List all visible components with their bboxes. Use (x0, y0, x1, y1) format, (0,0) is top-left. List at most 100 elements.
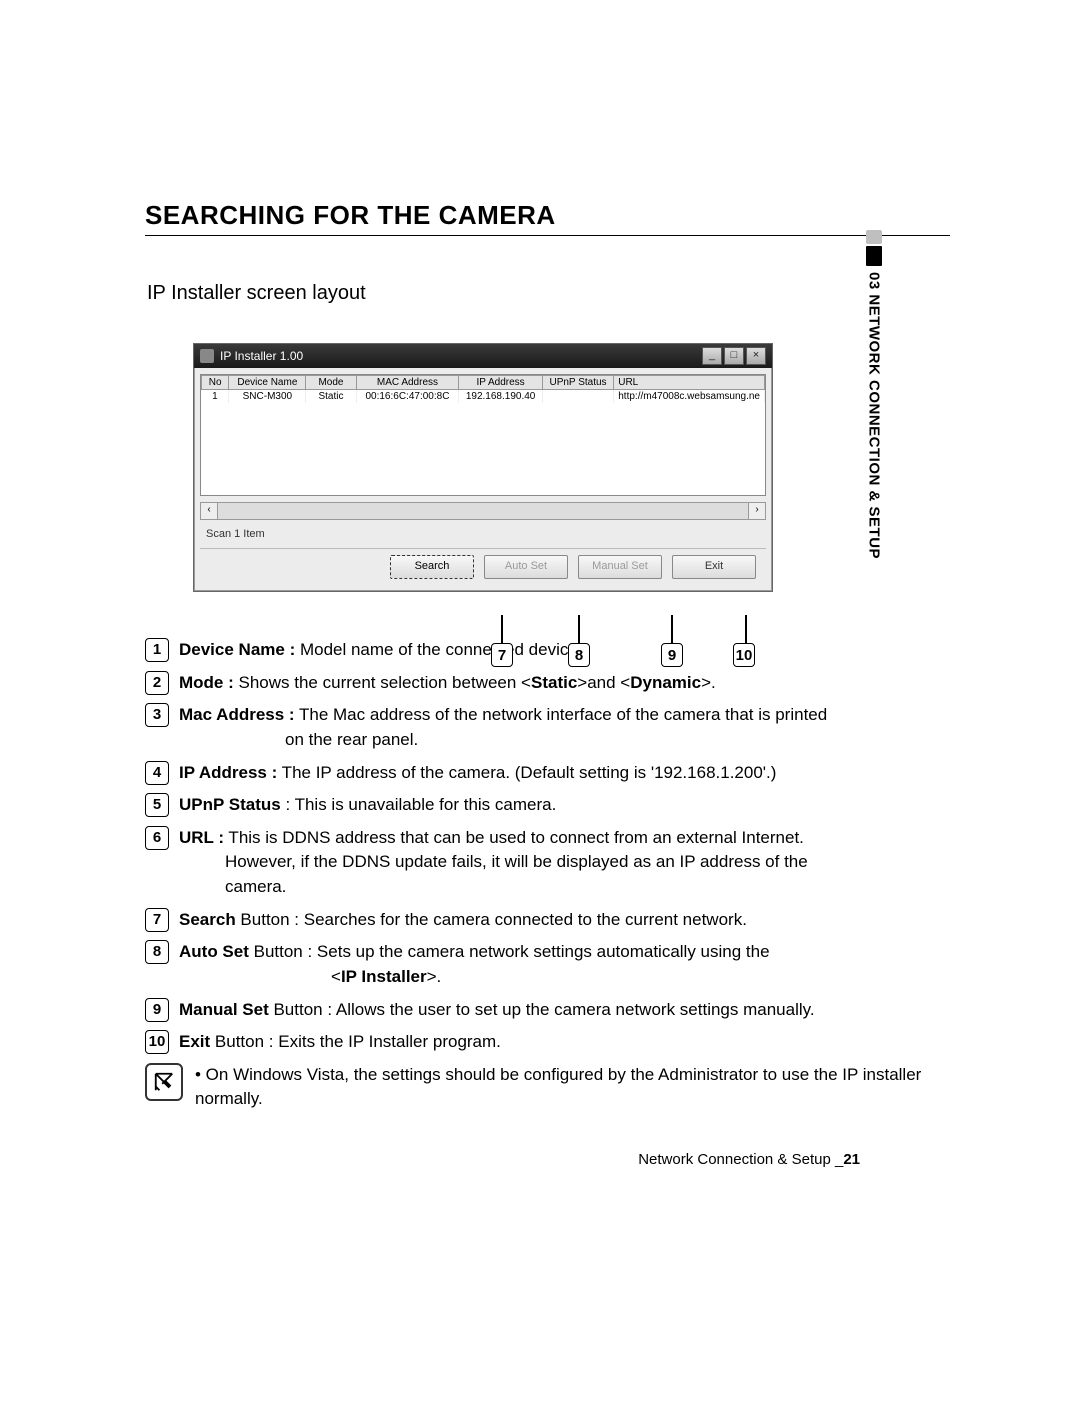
status-text: Scan 1 Item (206, 528, 762, 540)
legend-desc: Button : Searches for the camera connect… (236, 910, 747, 929)
legend-term: URL : (179, 828, 224, 847)
legend-cont: <IP Installer>. (331, 965, 950, 990)
search-button[interactable]: Search (390, 555, 474, 579)
col-mac[interactable]: MAC Address (356, 376, 459, 390)
legend-item-3: 3 Mac Address : The Mac address of the n… (145, 703, 950, 752)
legend-num: 5 (145, 793, 169, 817)
legend-desc: Button : Sets up the camera network sett… (249, 942, 770, 961)
note-text: • On Windows Vista, the settings should … (195, 1063, 950, 1111)
legend-item-2: 2 Mode : Shows the current selection bet… (145, 671, 950, 696)
chapter-number: 03 (866, 272, 883, 290)
legend-desc: : This is unavailable for this camera. (281, 795, 557, 814)
legend-num: 10 (145, 1030, 169, 1054)
close-button[interactable]: × (746, 347, 766, 365)
button-row: Search Auto Set Manual Set Exit (200, 548, 766, 591)
col-no[interactable]: No (202, 376, 229, 390)
side-tab-gray-bar (866, 230, 882, 244)
leader-line (671, 615, 673, 643)
side-tab: 03 NETWORK CONNECTION & SETUP (860, 230, 888, 559)
window-title: IP Installer 1.00 (220, 349, 303, 363)
legend-num: 6 (145, 826, 169, 850)
legend-list: 1 Device Name : Model name of the connec… (145, 638, 950, 1111)
legend-desc: Button : Exits the IP Installer program. (210, 1032, 501, 1051)
legend-item-9: 9 Manual Set Button : Allows the user to… (145, 998, 950, 1023)
scroll-right-icon[interactable]: › (748, 503, 765, 519)
note: • On Windows Vista, the settings should … (145, 1063, 950, 1111)
col-upnp[interactable]: UPnP Status (542, 376, 613, 390)
scroll-left-icon[interactable]: ‹ (201, 503, 218, 519)
legend-term: Device Name : (179, 640, 295, 659)
legend-term: Exit (179, 1032, 210, 1051)
leader-line (745, 615, 747, 643)
legend-term: IP Address : (179, 763, 277, 782)
section-title: SEARCHING FOR THE CAMERA (145, 200, 950, 236)
callout-10: 10 (733, 643, 755, 667)
legend-cont: camera. (225, 875, 950, 900)
legend-term: Mode : (179, 673, 234, 692)
callout-7: 7 (491, 643, 513, 667)
exit-button[interactable]: Exit (672, 555, 756, 579)
legend-item-6: 6 URL : This is DDNS address that can be… (145, 826, 950, 900)
legend-num: 1 (145, 638, 169, 662)
legend-num: 4 (145, 761, 169, 785)
maximize-button[interactable]: □ (724, 347, 744, 365)
legend-term: UPnP Status (179, 795, 281, 814)
manual-set-button[interactable]: Manual Set (578, 555, 662, 579)
auto-set-button[interactable]: Auto Set (484, 555, 568, 579)
side-tab-marker (866, 246, 882, 266)
legend-num: 3 (145, 703, 169, 727)
col-ip[interactable]: IP Address (459, 376, 542, 390)
legend-cont: However, if the DDNS update fails, it wi… (225, 850, 950, 875)
legend-desc: Model name of the connected device. (295, 640, 582, 659)
legend-item-8: 8 Auto Set Button : Sets up the camera n… (145, 940, 950, 989)
legend-num: 7 (145, 908, 169, 932)
cell-device-name: SNC-M300 (229, 390, 306, 404)
chapter-title: NETWORK CONNECTION & SETUP (866, 294, 883, 559)
legend-desc: The Mac address of the network interface… (295, 705, 828, 724)
minimize-button[interactable]: _ (702, 347, 722, 365)
col-url[interactable]: URL (614, 376, 765, 390)
cell-ip: 192.168.190.40 (459, 390, 542, 404)
app-icon (200, 349, 214, 363)
callout-8: 8 (568, 643, 590, 667)
legend-item-4: 4 IP Address : The IP address of the cam… (145, 761, 950, 786)
legend-item-10: 10 Exit Button : Exits the IP Installer … (145, 1030, 950, 1055)
leader-line (501, 615, 503, 643)
legend-num: 8 (145, 940, 169, 964)
leader-line (578, 615, 580, 643)
page-number: 21 (843, 1151, 860, 1168)
legend-item-7: 7 Search Button : Searches for the camer… (145, 908, 950, 933)
cell-url: http://m47008c.websamsung.ne (614, 390, 765, 404)
note-icon (145, 1063, 183, 1101)
screenshot-figure: 1 2 3 4 5 6 IP Installer 1.00 _ □ × (193, 343, 773, 592)
legend-term: Mac Address : (179, 705, 295, 724)
legend-cont: on the rear panel. (285, 728, 950, 753)
cell-upnp (542, 390, 613, 404)
cell-mac: 00:16:6C:47:00:8C (356, 390, 459, 404)
legend-term: Manual Set (179, 1000, 269, 1019)
ip-installer-window: IP Installer 1.00 _ □ × No Device Name (193, 343, 773, 592)
legend-num: 9 (145, 998, 169, 1022)
legend-desc: Button : Allows the user to set up the c… (269, 1000, 815, 1019)
horizontal-scrollbar[interactable]: ‹ › (200, 502, 766, 520)
legend-item-5: 5 UPnP Status : This is unavailable for … (145, 793, 950, 818)
window-titlebar: IP Installer 1.00 _ □ × (194, 344, 772, 368)
legend-item-1: 1 Device Name : Model name of the connec… (145, 638, 950, 663)
legend-num: 2 (145, 671, 169, 695)
table-header-row: No Device Name Mode MAC Address IP Addre… (202, 376, 765, 390)
cell-no: 1 (202, 390, 229, 404)
subheading: IP Installer screen layout (147, 282, 950, 305)
legend-desc: This is DDNS address that can be used to… (224, 828, 804, 847)
cell-mode: Static (306, 390, 356, 404)
col-mode[interactable]: Mode (306, 376, 356, 390)
legend-term: Auto Set (179, 942, 249, 961)
legend-desc: The IP address of the camera. (Default s… (277, 763, 776, 782)
device-table: No Device Name Mode MAC Address IP Addre… (200, 374, 766, 496)
callout-9: 9 (661, 643, 683, 667)
page-footer: Network Connection & Setup _21 (638, 1151, 860, 1168)
side-tab-label: 03 NETWORK CONNECTION & SETUP (866, 272, 883, 559)
col-device-name[interactable]: Device Name (229, 376, 306, 390)
table-row[interactable]: 1 SNC-M300 Static 00:16:6C:47:00:8C 192.… (202, 390, 765, 404)
footer-label: Network Connection & Setup _ (638, 1151, 843, 1168)
legend-term: Search (179, 910, 236, 929)
